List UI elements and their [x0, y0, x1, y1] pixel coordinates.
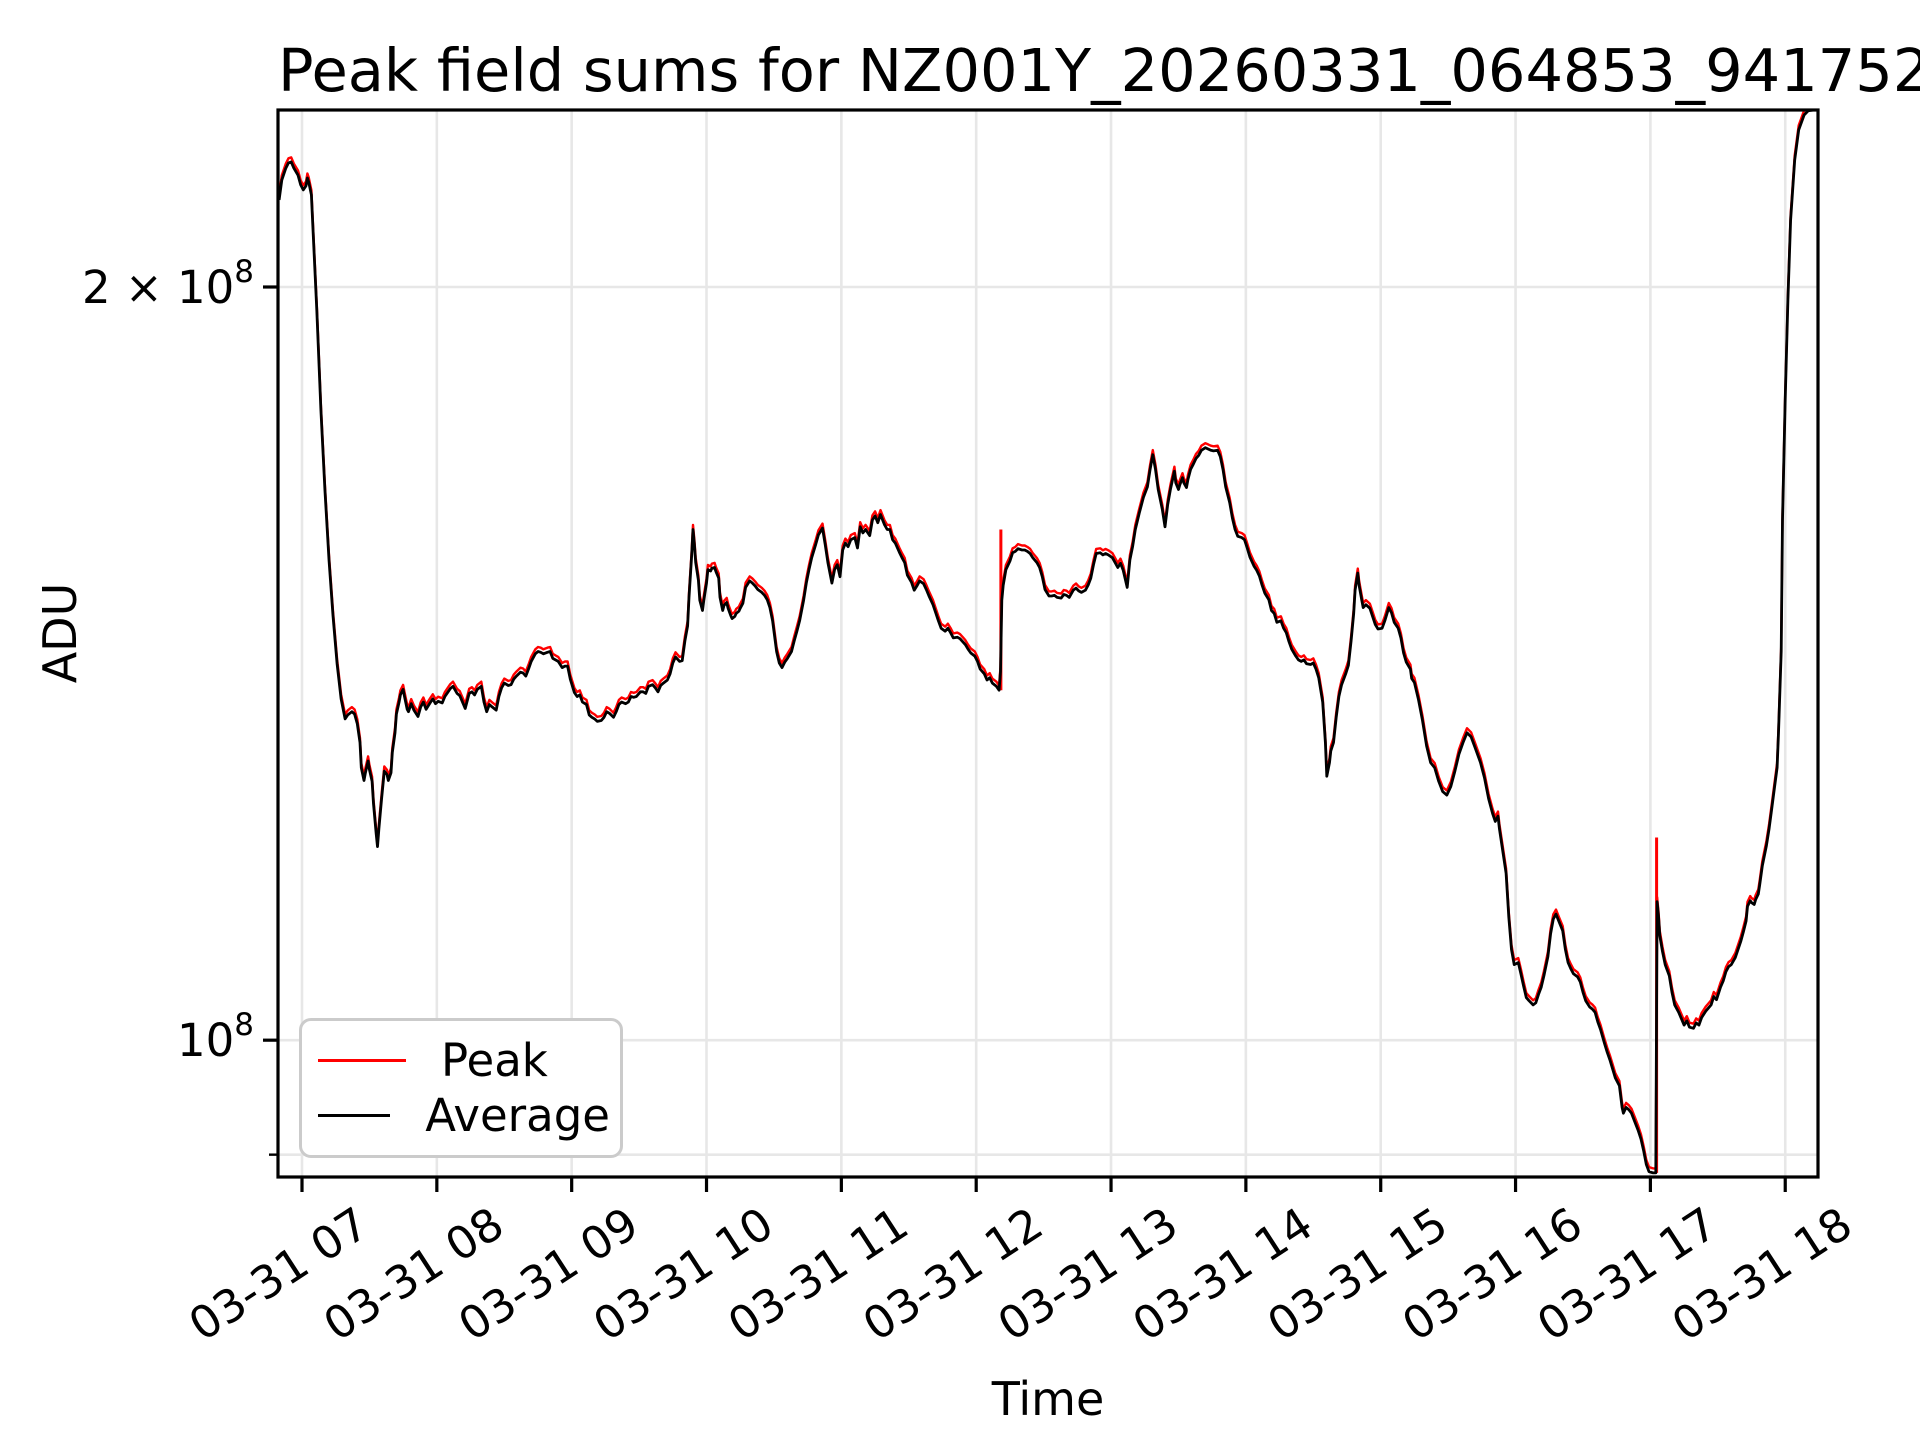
legend-label-average: Average — [425, 1089, 610, 1143]
y-axis-label: ADU — [33, 582, 87, 684]
peak-line — [278, 110, 1807, 1170]
chart-title: Peak field sums for NZ001Y_20260331_0648… — [278, 36, 1920, 105]
legend-item-average: Average — [318, 1093, 610, 1138]
x-axis-label: Time — [991, 1372, 1105, 1426]
legend: Peak Average — [299, 1018, 623, 1158]
plot-frame — [276, 108, 1820, 1179]
average-line-sample — [318, 1114, 391, 1118]
average-line — [278, 110, 1818, 1175]
y-tick-label: 108 — [177, 1007, 254, 1067]
peak-line-sample — [318, 1058, 406, 1062]
y-tick-label: 2 × 108 — [82, 254, 254, 314]
legend-item-peak: Peak — [318, 1038, 610, 1083]
data-series — [278, 110, 1818, 1175]
legend-label-peak: Peak — [441, 1033, 548, 1087]
axis-ticks — [263, 285, 1787, 1192]
gridlines — [278, 110, 1818, 1177]
